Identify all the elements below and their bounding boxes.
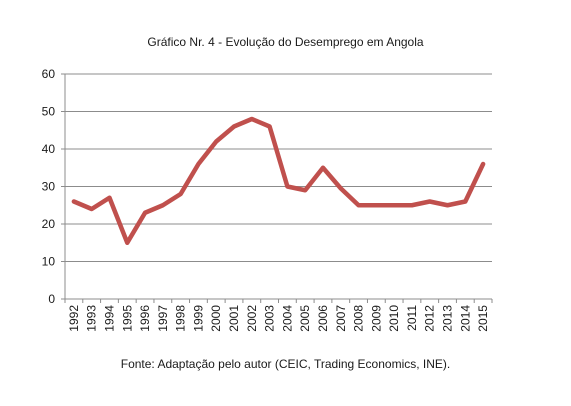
x-tick-label: 2010	[387, 305, 401, 332]
x-tick-label: 1999	[191, 305, 205, 332]
axes	[61, 73, 493, 303]
series-line	[71, 116, 486, 245]
chart-source-note: Fonte: Adaptação pelo autor (CEIC, Tradi…	[120, 357, 451, 371]
x-tick-label: 2012	[423, 305, 437, 332]
x-tick-label: 2002	[245, 305, 259, 332]
x-tick-label: 1992	[67, 305, 81, 332]
x-tick-label: 1995	[120, 305, 134, 332]
x-tick-label: 2007	[334, 305, 348, 332]
x-tick-label: 2004	[280, 305, 294, 332]
y-tick-label: 60	[42, 67, 56, 81]
x-tick-label: 2005	[298, 305, 312, 332]
series-layer	[71, 116, 486, 245]
x-tick-label: 2014	[458, 305, 472, 332]
y-axis-tick-labels: 0 10 20 30 40 50 60	[42, 67, 56, 306]
x-tick-label: 2015	[476, 305, 490, 332]
chart-title: Gráfico Nr. 4 - Evolução do Desemprego e…	[147, 35, 424, 49]
y-tick-label: 50	[42, 105, 56, 119]
x-tick-label: 1994	[102, 305, 116, 332]
x-tick-label: 2009	[369, 305, 383, 332]
y-tick-label: 0	[48, 292, 55, 306]
x-tick-label: 1998	[174, 305, 188, 332]
x-tick-label: 2000	[209, 305, 223, 332]
y-tick-label: 10	[42, 255, 56, 269]
x-tick-label: 2006	[316, 305, 330, 332]
x-tick-label: 1996	[138, 305, 152, 332]
y-tick-label: 30	[42, 180, 56, 194]
x-tick-label: 2001	[227, 305, 241, 332]
x-tick-label: 2008	[352, 305, 366, 332]
y-tick-label: 40	[42, 142, 56, 156]
x-axis-tick-labels: 1992 1993 1994 1995 1996 1997 1998 1999 2000 2001…	[67, 305, 490, 332]
y-tick-label: 20	[42, 217, 56, 231]
x-tick-label: 2003	[263, 305, 277, 332]
x-tick-label: 2013	[441, 305, 455, 332]
gridlines	[65, 73, 492, 262]
x-tick-label: 1997	[156, 305, 170, 332]
x-tick-label: 2011	[405, 305, 419, 331]
x-tick-label: 1993	[85, 305, 99, 332]
